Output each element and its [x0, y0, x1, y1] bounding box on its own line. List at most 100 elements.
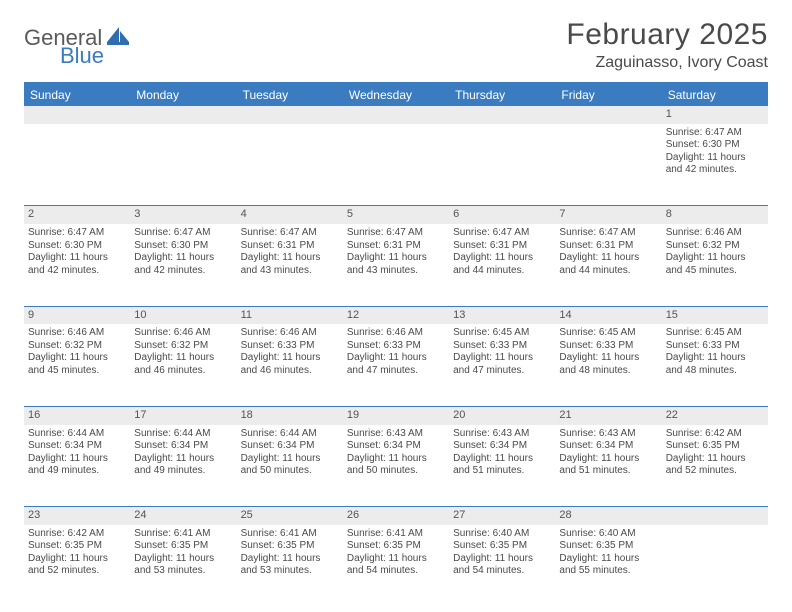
day-number: 1 — [666, 108, 672, 120]
day-number-cell — [130, 106, 236, 124]
sunrise-text: Sunrise: 6:42 AM — [666, 428, 764, 441]
day-detail-cell: Sunrise: 6:44 AMSunset: 6:34 PMDaylight:… — [130, 425, 236, 507]
sunset-text: Sunset: 6:31 PM — [559, 240, 657, 253]
daylight-text: Daylight: 11 hours and 47 minutes. — [453, 352, 551, 377]
daylight-text: Daylight: 11 hours and 50 minutes. — [241, 453, 339, 478]
daylight-text: Daylight: 11 hours and 54 minutes. — [347, 553, 445, 578]
day-number: 14 — [559, 309, 571, 321]
day-number: 18 — [241, 409, 253, 421]
page-header: General Blue February 2025 Zaguinasso, I… — [24, 18, 768, 72]
day-header-row: SundayMondayTuesdayWednesdayThursdayFrid… — [24, 83, 768, 106]
sunset-text: Sunset: 6:35 PM — [666, 440, 764, 453]
day-detail-cell: Sunrise: 6:47 AMSunset: 6:30 PMDaylight:… — [662, 124, 768, 206]
day-detail-cell: Sunrise: 6:45 AMSunset: 6:33 PMDaylight:… — [449, 324, 555, 406]
day-number: 23 — [28, 509, 40, 521]
day-number-cell: 16 — [24, 406, 130, 424]
day-number: 28 — [559, 509, 571, 521]
day-number: 8 — [666, 208, 672, 220]
sunrise-text: Sunrise: 6:45 AM — [559, 327, 657, 340]
day-number: 24 — [134, 509, 146, 521]
sunset-text: Sunset: 6:31 PM — [241, 240, 339, 253]
day-number-cell: 13 — [449, 306, 555, 324]
day-number: 25 — [241, 509, 253, 521]
week-detail-row: Sunrise: 6:44 AMSunset: 6:34 PMDaylight:… — [24, 425, 768, 507]
day-number-cell — [449, 106, 555, 124]
sunrise-text: Sunrise: 6:43 AM — [559, 428, 657, 441]
day-number: 19 — [347, 409, 359, 421]
sunrise-text: Sunrise: 6:43 AM — [347, 428, 445, 441]
day-number: 15 — [666, 309, 678, 321]
day-number-cell: 7 — [555, 206, 661, 224]
daylight-text: Daylight: 11 hours and 44 minutes. — [559, 252, 657, 277]
sunset-text: Sunset: 6:34 PM — [559, 440, 657, 453]
day-number: 10 — [134, 309, 146, 321]
sunrise-text: Sunrise: 6:45 AM — [453, 327, 551, 340]
day-detail-cell: Sunrise: 6:47 AMSunset: 6:30 PMDaylight:… — [130, 224, 236, 306]
day-number-cell: 20 — [449, 406, 555, 424]
day-number: 22 — [666, 409, 678, 421]
daylight-text: Daylight: 11 hours and 42 minutes. — [666, 152, 764, 177]
day-detail-cell: Sunrise: 6:46 AMSunset: 6:33 PMDaylight:… — [237, 324, 343, 406]
sunrise-text: Sunrise: 6:46 AM — [347, 327, 445, 340]
daylight-text: Daylight: 11 hours and 43 minutes. — [241, 252, 339, 277]
day-detail-cell: Sunrise: 6:40 AMSunset: 6:35 PMDaylight:… — [449, 525, 555, 607]
day-header: Wednesday — [343, 83, 449, 106]
day-detail-cell: Sunrise: 6:41 AMSunset: 6:35 PMDaylight:… — [130, 525, 236, 607]
sunrise-text: Sunrise: 6:42 AM — [28, 528, 126, 541]
week-number-row: 2345678 — [24, 206, 768, 224]
day-number-cell: 9 — [24, 306, 130, 324]
day-number: 5 — [347, 208, 353, 220]
daylight-text: Daylight: 11 hours and 52 minutes. — [28, 553, 126, 578]
week-number-row: 9101112131415 — [24, 306, 768, 324]
day-number-cell — [662, 507, 768, 525]
sunrise-text: Sunrise: 6:40 AM — [559, 528, 657, 541]
daylight-text: Daylight: 11 hours and 53 minutes. — [134, 553, 232, 578]
daylight-text: Daylight: 11 hours and 51 minutes. — [559, 453, 657, 478]
sunset-text: Sunset: 6:34 PM — [347, 440, 445, 453]
day-number-cell: 25 — [237, 507, 343, 525]
sunrise-text: Sunrise: 6:47 AM — [134, 227, 232, 240]
day-header: Thursday — [449, 83, 555, 106]
sunrise-text: Sunrise: 6:47 AM — [559, 227, 657, 240]
day-detail-cell — [662, 525, 768, 607]
day-number-cell: 10 — [130, 306, 236, 324]
day-detail-cell — [130, 124, 236, 206]
day-number-cell — [343, 106, 449, 124]
day-detail-cell — [237, 124, 343, 206]
week-detail-row: Sunrise: 6:46 AMSunset: 6:32 PMDaylight:… — [24, 324, 768, 406]
logo-sail-icon — [107, 27, 129, 50]
day-number-cell: 6 — [449, 206, 555, 224]
brand-logo: General Blue — [24, 18, 129, 67]
daylight-text: Daylight: 11 hours and 49 minutes. — [28, 453, 126, 478]
day-number-cell: 28 — [555, 507, 661, 525]
daylight-text: Daylight: 11 hours and 46 minutes. — [134, 352, 232, 377]
day-detail-cell — [24, 124, 130, 206]
sunrise-text: Sunrise: 6:47 AM — [347, 227, 445, 240]
logo-text-wrap: General Blue — [24, 26, 129, 67]
daylight-text: Daylight: 11 hours and 44 minutes. — [453, 252, 551, 277]
sunrise-text: Sunrise: 6:41 AM — [134, 528, 232, 541]
daylight-text: Daylight: 11 hours and 42 minutes. — [28, 252, 126, 277]
daylight-text: Daylight: 11 hours and 46 minutes. — [241, 352, 339, 377]
day-detail-cell: Sunrise: 6:46 AMSunset: 6:32 PMDaylight:… — [130, 324, 236, 406]
day-number-cell — [237, 106, 343, 124]
sunset-text: Sunset: 6:32 PM — [666, 240, 764, 253]
day-detail-cell: Sunrise: 6:42 AMSunset: 6:35 PMDaylight:… — [24, 525, 130, 607]
day-header: Monday — [130, 83, 236, 106]
daylight-text: Daylight: 11 hours and 48 minutes. — [666, 352, 764, 377]
sunset-text: Sunset: 6:33 PM — [453, 340, 551, 353]
month-title: February 2025 — [566, 18, 768, 52]
day-number-cell: 27 — [449, 507, 555, 525]
day-detail-cell: Sunrise: 6:44 AMSunset: 6:34 PMDaylight:… — [237, 425, 343, 507]
day-header: Friday — [555, 83, 661, 106]
sunset-text: Sunset: 6:31 PM — [347, 240, 445, 253]
day-number-cell — [555, 106, 661, 124]
sunrise-text: Sunrise: 6:44 AM — [134, 428, 232, 441]
daylight-text: Daylight: 11 hours and 43 minutes. — [347, 252, 445, 277]
day-detail-cell: Sunrise: 6:40 AMSunset: 6:35 PMDaylight:… — [555, 525, 661, 607]
day-number-cell: 11 — [237, 306, 343, 324]
day-number-cell: 1 — [662, 106, 768, 124]
day-number-cell: 26 — [343, 507, 449, 525]
week-number-row: 23 24 25 2627 28 — [24, 507, 768, 525]
week-detail-row: Sunrise: 6:42 AMSunset: 6:35 PMDaylight:… — [24, 525, 768, 607]
